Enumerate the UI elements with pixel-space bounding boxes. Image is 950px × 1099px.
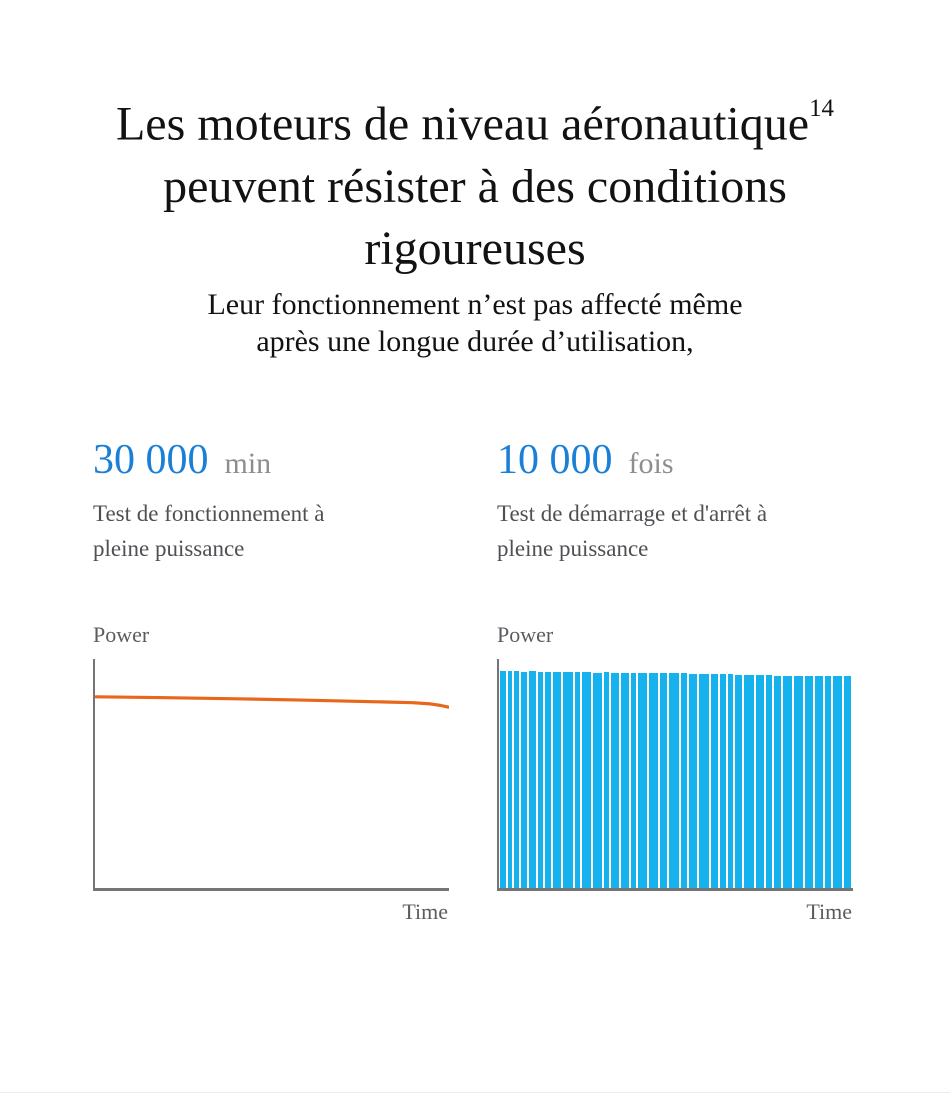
stat-cycles-headline: 10 000 fois [497,436,853,484]
power-bar [528,671,537,888]
power-bar [825,676,832,888]
stat-endurance-headline: 30 000 min [93,436,449,484]
x-axis-label-time-right: Time [806,898,852,924]
power-line [95,694,449,709]
power-bar [755,675,765,888]
power-bar [500,671,506,888]
plot-area-bars [497,658,853,891]
power-bar [793,675,804,888]
power-bar [574,672,581,888]
power-bar [563,671,573,888]
stat-cycles-desc-line-1: Test de démarrage et d'arrêt à [497,500,768,526]
title-text: Les moteurs de niveau aéronautique [115,97,810,151]
power-bar [611,672,619,888]
power-bar [727,674,733,888]
page-title: Les moteurs de niveau aéronautique14 peu… [35,78,915,280]
bottom-divider [0,1092,950,1093]
power-bar [766,675,772,888]
stat-endurance-desc-line-2: pleine puissance [93,535,245,561]
power-bar [514,671,520,888]
subtitle: Leur fonctionnement n’est pas affecté mê… [0,286,950,360]
title-line-3: rigoureuses [364,221,586,275]
power-bar [659,672,668,888]
chart-start-stop-cycles: Power Time [497,621,853,925]
power-bar [538,671,544,888]
stat-cycles: 10 000 fois Test de démarrage et d'arrêt… [497,436,853,566]
stat-cycles-description: Test de démarrage et d'arrêt à pleine pu… [497,496,853,566]
plot-area-line [93,658,449,891]
title-line-2: peuvent résister à des conditions [163,159,787,213]
y-axis-label-power-right: Power [497,621,554,647]
title-line-1: Les moteurs de niveau aéronautique14 [35,78,915,156]
subtitle-line-2: après une longue durée d’utilisation, [256,324,694,358]
power-bar [507,671,513,888]
power-bar [582,672,591,888]
stat-endurance-desc-line-1: Test de fonctionnement à [93,500,325,526]
power-bar [604,672,610,888]
power-bar [773,675,782,888]
power-bar [783,675,792,888]
power-bar [814,676,824,888]
stat-endurance: 30 000 min Test de fonctionnement à plei… [93,436,449,566]
stat-endurance-unit: min [224,446,272,480]
power-bar [699,673,709,888]
power-bar [688,673,698,888]
footnote-ref: 14 [809,95,835,122]
power-bar [805,675,813,888]
power-bar [649,673,658,888]
power-bar [637,672,648,888]
power-bar [833,676,842,888]
subtitle-line-1: Leur fonctionnement n’est pas affecté mê… [207,287,743,321]
power-bar [620,672,630,888]
power-bar [680,673,687,888]
power-bar [631,672,636,888]
power-bar [545,671,551,888]
power-bar [552,672,562,888]
power-bar [744,674,754,888]
y-axis-label-power-left: Power [93,621,150,647]
chart-continuous-power: Power Time [93,621,449,925]
power-bar [669,673,679,888]
x-axis-label-time-left: Time [402,898,448,924]
power-bar [521,671,527,888]
power-bar [710,673,719,888]
power-bar [720,674,726,888]
stat-endurance-value: 30 000 [93,436,209,483]
power-bar [843,676,852,888]
stat-cycles-desc-line-2: pleine puissance [497,535,649,561]
stat-endurance-description: Test de fonctionnement à pleine puissanc… [93,496,449,566]
stats-row: 30 000 min Test de fonctionnement à plei… [93,436,853,566]
stat-cycles-unit: fois [628,446,674,480]
power-bar [734,674,743,888]
power-line-chart [95,694,449,709]
charts-row: Power Time Power Time [93,621,853,925]
power-bar [592,672,603,888]
stat-cycles-value: 10 000 [497,436,613,483]
bars-container [500,659,852,888]
